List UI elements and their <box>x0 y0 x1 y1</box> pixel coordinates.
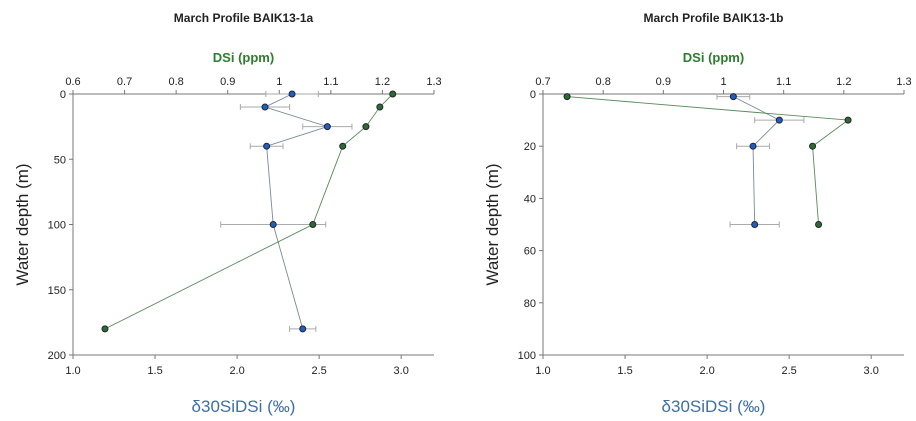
x-tick-label: 1.0 <box>65 365 80 377</box>
x2-tick-label: 1.2 <box>375 76 390 88</box>
x-tick-label: 2.0 <box>229 365 244 377</box>
x2-tick-label: 1 <box>720 76 726 88</box>
chart-title: March Profile BAIK13-1b <box>643 11 783 25</box>
y-tick-label: 50 <box>54 154 66 166</box>
x-axis-label: δ30SiDSi (‰) <box>192 397 296 416</box>
y-tick-label: 40 <box>524 193 536 205</box>
x2-tick-label: 0.8 <box>596 76 611 88</box>
y-tick-label: 150 <box>48 285 66 297</box>
data-point <box>389 90 397 98</box>
x-tick-label: 3.0 <box>394 365 409 377</box>
x2-axis-label: DSi (ppm) <box>683 50 744 65</box>
chart-title: March Profile BAIK13-1a <box>174 11 314 25</box>
x-tick-label: 1.5 <box>147 365 162 377</box>
data-point <box>815 221 823 228</box>
series-line <box>567 96 850 225</box>
data-point <box>729 93 737 101</box>
data-point <box>751 221 759 228</box>
data-point <box>261 103 269 111</box>
y-tick-label: 0 <box>530 89 536 101</box>
series-line <box>104 93 394 330</box>
x2-tick-label: 1.3 <box>896 76 911 88</box>
data-point <box>362 123 370 131</box>
y-tick-label: 0 <box>60 89 66 101</box>
x-tick-label: 2.0 <box>699 365 714 377</box>
data-point <box>563 93 571 101</box>
data-point <box>101 325 109 333</box>
series-line <box>733 96 781 225</box>
x-axis-label: δ30SiDSi (‰) <box>662 397 766 416</box>
x2-tick-label: 0.9 <box>656 76 671 88</box>
x2-tick-label: 0.8 <box>168 76 183 88</box>
x2-tick-label: 1.2 <box>836 76 851 88</box>
data-point <box>775 116 783 124</box>
x2-tick-label: 1.1 <box>776 76 791 88</box>
x-tick-label: 3.0 <box>864 365 879 377</box>
data-point <box>844 116 852 124</box>
x2-tick-label: 0.7 <box>535 76 550 88</box>
x-tick-label: 1.5 <box>617 365 632 377</box>
y-tick-label: 60 <box>524 246 536 258</box>
data-point <box>809 142 817 150</box>
y-tick-label: 100 <box>518 350 536 362</box>
data-point <box>263 142 271 150</box>
x2-tick-label: 0.7 <box>117 76 132 88</box>
y-tick-label: 200 <box>48 350 66 362</box>
y-axis-label: Water depth (m) <box>483 163 502 285</box>
x-tick-label: 1.0 <box>535 365 550 377</box>
x2-tick-label: 0.6 <box>65 76 80 88</box>
y-tick-label: 100 <box>48 220 66 232</box>
x2-axis-label: DSi (ppm) <box>213 50 274 65</box>
data-point <box>323 123 331 131</box>
x-tick-label: 2.5 <box>781 365 796 377</box>
x2-tick-label: 1.3 <box>426 76 441 88</box>
y-tick-label: 20 <box>524 141 536 153</box>
x2-tick-label: 1 <box>276 76 282 88</box>
data-point <box>749 142 757 150</box>
data-point <box>288 90 296 98</box>
data-point <box>269 221 277 228</box>
y-axis-label: Water depth (m) <box>13 163 32 285</box>
data-point <box>339 142 347 150</box>
data-point <box>299 325 307 333</box>
x2-tick-label: 0.9 <box>220 76 235 88</box>
data-point <box>376 103 384 111</box>
data-point <box>309 221 317 228</box>
y-tick-label: 80 <box>524 298 536 310</box>
x-tick-label: 2.5 <box>311 365 326 377</box>
x2-tick-label: 1.1 <box>323 76 338 88</box>
